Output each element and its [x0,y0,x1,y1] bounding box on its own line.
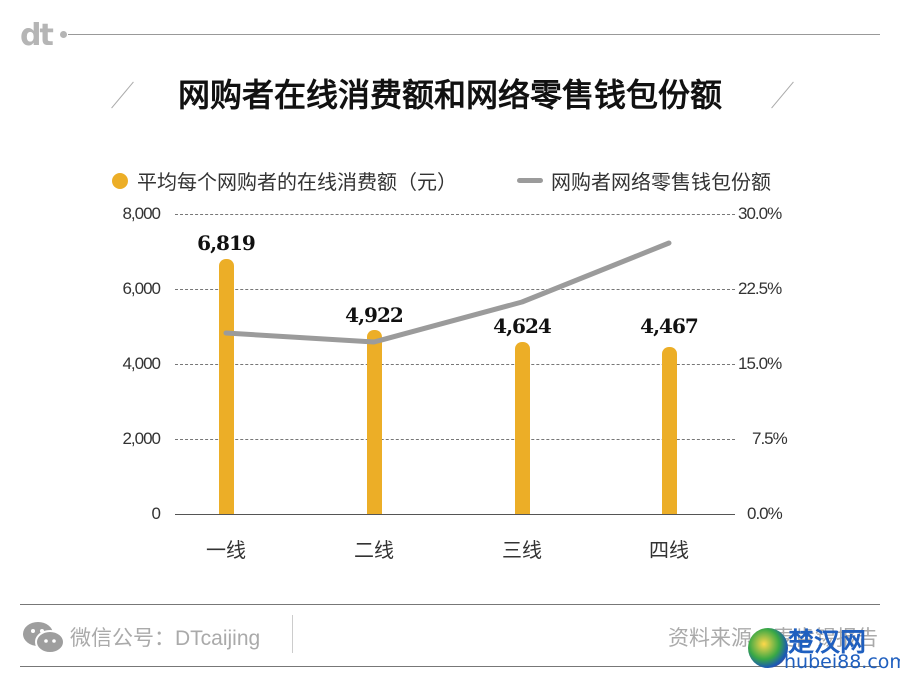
top-divider [68,34,880,35]
bar-value-label: 4,624 [493,314,552,338]
y-tick-left: 8,000 [122,204,161,223]
y-tick-left: 4,000 [122,354,161,373]
gridline [175,364,735,365]
y-tick-left: 0 [151,504,162,523]
bar-tier1[interactable] [219,259,234,515]
gridline [175,439,735,440]
bar-value-label: 4,467 [640,314,699,338]
bar-tier4[interactable] [662,347,677,515]
watermark: 楚汉网 hubei88.com [748,622,900,674]
gridline [175,214,735,215]
bar-tier2[interactable] [367,330,382,515]
gridline [175,289,735,290]
watermark-globe-icon [748,628,788,668]
footer-divider-bottom [20,666,880,667]
footer-divider-top [20,604,880,605]
x-axis-line [175,514,735,515]
legend-label: 网购者网络零售钱包份额 [551,172,771,194]
bar-tier3[interactable] [515,342,530,515]
wechat-icon [23,622,65,654]
x-tick-label: 二线 [354,540,394,562]
watermark-url: hubei88.com [784,651,900,673]
legend-dot-icon [112,172,128,189]
y-tick-right: 7.5% [752,429,788,448]
y-tick-right: 30.0% [738,204,782,223]
footer-separator [292,615,293,653]
y-tick-right: 15.0% [738,354,782,373]
legend-item-bar: 平均每个网购者的在线消费额（元） [112,166,457,195]
y-tick-left: 6,000 [122,279,161,298]
chart-title: 网购者在线消费额和网络零售钱包份额 [177,76,722,114]
logo-dot [60,31,67,38]
y-tick-right: 22.5% [738,279,782,298]
x-tick-label: 一线 [206,540,246,562]
legend: 平均每个网购者的在线消费额（元） 网购者网络零售钱包份额 [112,166,802,195]
x-tick-label: 三线 [502,540,542,562]
legend-item-line: 网购者网络零售钱包份额 [517,166,771,195]
bar-value-label: 4,922 [345,303,404,327]
x-tick-label: 四线 [649,540,689,562]
wechat-account: 微信公号：DTcaijing [70,627,261,650]
bar-value-label: 6,819 [197,231,256,255]
legend-line-icon [517,178,543,183]
y-tick-left: 2,000 [122,429,161,448]
legend-label: 平均每个网购者的在线消费额（元） [137,172,457,194]
y-tick-right: 0.0% [747,504,783,523]
watermark-name: 楚汉网 [788,628,867,658]
logo-text: dt [20,18,54,53]
